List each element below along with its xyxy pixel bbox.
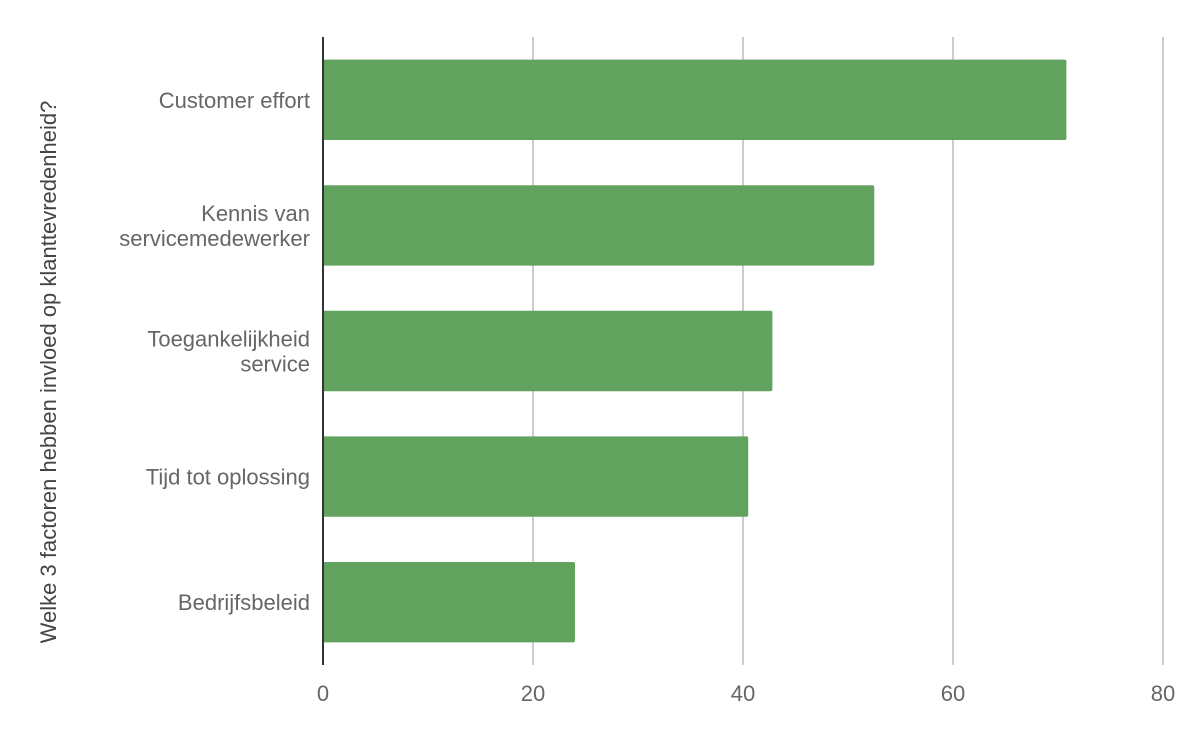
x-tick-label: 0 <box>317 681 329 706</box>
bar <box>323 436 749 517</box>
x-tick-label: 80 <box>1151 681 1175 706</box>
category-label: Customer effort <box>159 88 310 113</box>
bar <box>323 310 773 392</box>
category-label: Tijd tot oplossing <box>146 465 310 490</box>
x-tick-label: 40 <box>731 681 755 706</box>
bars <box>323 59 1067 643</box>
category-label: Toegankelijkheid service <box>147 327 310 377</box>
bar <box>323 562 575 643</box>
x-tick-label: 20 <box>521 681 545 706</box>
x-tick-label: 60 <box>941 681 965 706</box>
category-label: Bedrijfsbeleid <box>178 590 310 615</box>
category-labels: Customer effort Kennis van servicemedewerk… <box>119 88 310 615</box>
category-label: Kennis van servicemedewerker <box>119 201 310 251</box>
bar <box>323 59 1067 140</box>
x-tick-labels: 0 20 40 60 80 <box>317 681 1175 706</box>
y-axis-title: Welke 3 factoren hebben invloed op klant… <box>36 101 61 644</box>
bar <box>323 185 875 266</box>
